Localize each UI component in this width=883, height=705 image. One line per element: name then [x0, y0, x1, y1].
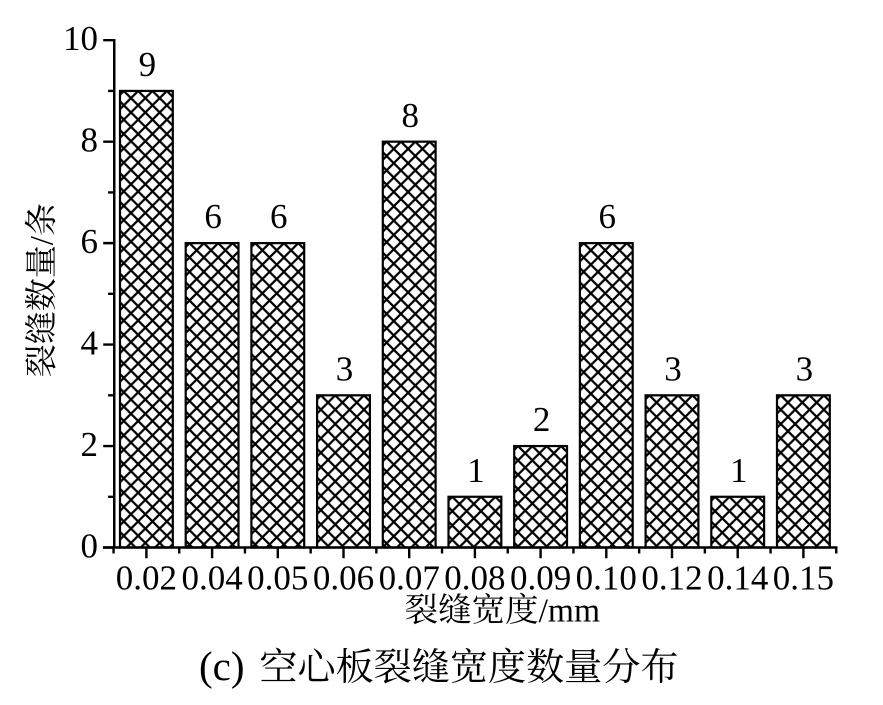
- svg-text:9: 9: [139, 45, 157, 84]
- svg-text:10: 10: [63, 19, 98, 58]
- svg-text:0.09: 0.09: [510, 559, 571, 598]
- svg-text:6: 6: [270, 197, 288, 236]
- svg-text:0.06: 0.06: [313, 559, 374, 598]
- svg-text:0.04: 0.04: [181, 559, 242, 598]
- svg-text:/mm: /mm: [539, 592, 600, 629]
- svg-text:3: 3: [796, 349, 814, 388]
- svg-text:/: /: [25, 235, 61, 245]
- svg-text:0.14: 0.14: [707, 559, 768, 598]
- svg-text:8: 8: [81, 121, 99, 160]
- svg-text:1: 1: [467, 451, 485, 490]
- svg-text:6: 6: [81, 222, 99, 261]
- svg-text:2: 2: [81, 425, 99, 464]
- svg-text:3: 3: [336, 349, 354, 388]
- svg-text:8: 8: [401, 96, 419, 135]
- svg-text:0.15: 0.15: [773, 559, 834, 598]
- svg-text:6: 6: [204, 197, 222, 236]
- svg-text:0: 0: [81, 526, 99, 565]
- svg-text:1: 1: [730, 451, 748, 490]
- svg-text:2: 2: [533, 400, 551, 439]
- svg-text:(c): (c): [199, 643, 245, 689]
- svg-text:6: 6: [599, 197, 617, 236]
- svg-text:0.02: 0.02: [116, 559, 177, 598]
- svg-text:0.12: 0.12: [641, 559, 702, 598]
- svg-text:0.08: 0.08: [444, 559, 505, 598]
- svg-text:0.10: 0.10: [576, 559, 637, 598]
- svg-text:4: 4: [81, 324, 99, 363]
- svg-text:3: 3: [664, 349, 682, 388]
- svg-text:0.05: 0.05: [247, 559, 308, 598]
- svg-text:0.07: 0.07: [379, 559, 440, 598]
